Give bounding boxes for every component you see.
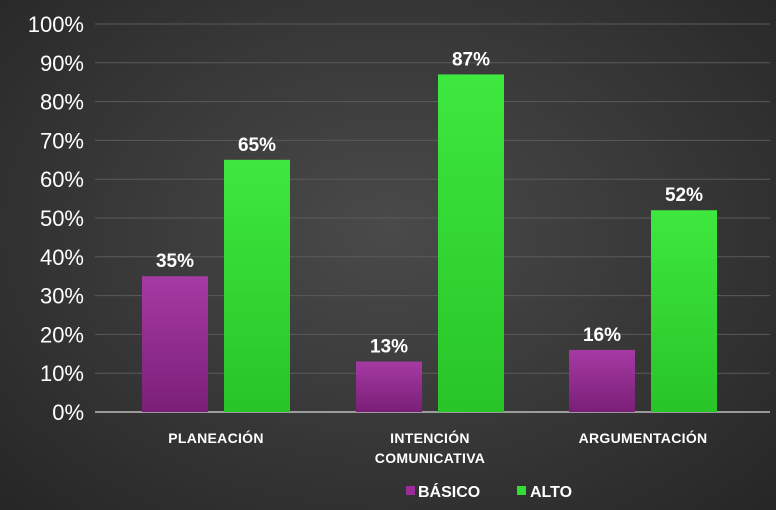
legend-swatch-alto: [517, 486, 526, 495]
legend: BÁSICO ALTO: [406, 482, 572, 501]
data-label-basico: 13%: [370, 337, 408, 358]
y-tick-label: 80%: [40, 90, 84, 115]
y-tick-label: 100%: [28, 12, 84, 37]
y-tick-label: 10%: [40, 361, 84, 386]
data-labels: 35% 65% 13% 87% 16% 52%: [156, 49, 703, 357]
x-tick-label: INTENCIÓN: [390, 429, 470, 446]
legend-label-basico: BÁSICO: [418, 482, 480, 501]
bars: [142, 74, 717, 412]
legend-swatch-basico: [406, 486, 415, 495]
legend-label-alto: ALTO: [530, 484, 572, 501]
bar-alto: [438, 74, 504, 412]
y-axis-ticks: 0% 10% 20% 30% 40% 50% 60% 70% 80% 90% 100%: [28, 12, 84, 425]
y-tick-label: 40%: [40, 245, 84, 270]
x-tick-label: COMUNICATIVA: [375, 450, 485, 466]
y-tick-label: 30%: [40, 284, 84, 309]
bar-basico: [569, 349, 635, 412]
y-tick-label: 0%: [52, 400, 84, 425]
y-tick-label: 20%: [40, 322, 84, 347]
bar-basico: [142, 276, 208, 412]
bar-alto: [651, 210, 717, 412]
y-tick-label: 60%: [40, 167, 84, 192]
bar-alto: [224, 159, 290, 412]
data-label-basico: 16%: [583, 325, 621, 346]
data-label-basico: 35%: [156, 251, 194, 272]
data-label-alto: 65%: [238, 135, 276, 156]
data-label-alto: 87%: [452, 49, 490, 70]
x-tick-label: ARGUMENTACIÓN: [579, 429, 708, 446]
y-tick-label: 50%: [40, 206, 84, 231]
bar-basico: [356, 361, 422, 412]
data-label-alto: 52%: [665, 185, 703, 206]
y-tick-label: 70%: [40, 128, 84, 153]
y-tick-label: 90%: [40, 51, 84, 76]
x-axis-ticks: PLANEACIÓN INTENCIÓN COMUNICATIVA ARGUMENTA…: [168, 429, 707, 466]
x-tick-label: PLANEACIÓN: [168, 429, 264, 446]
